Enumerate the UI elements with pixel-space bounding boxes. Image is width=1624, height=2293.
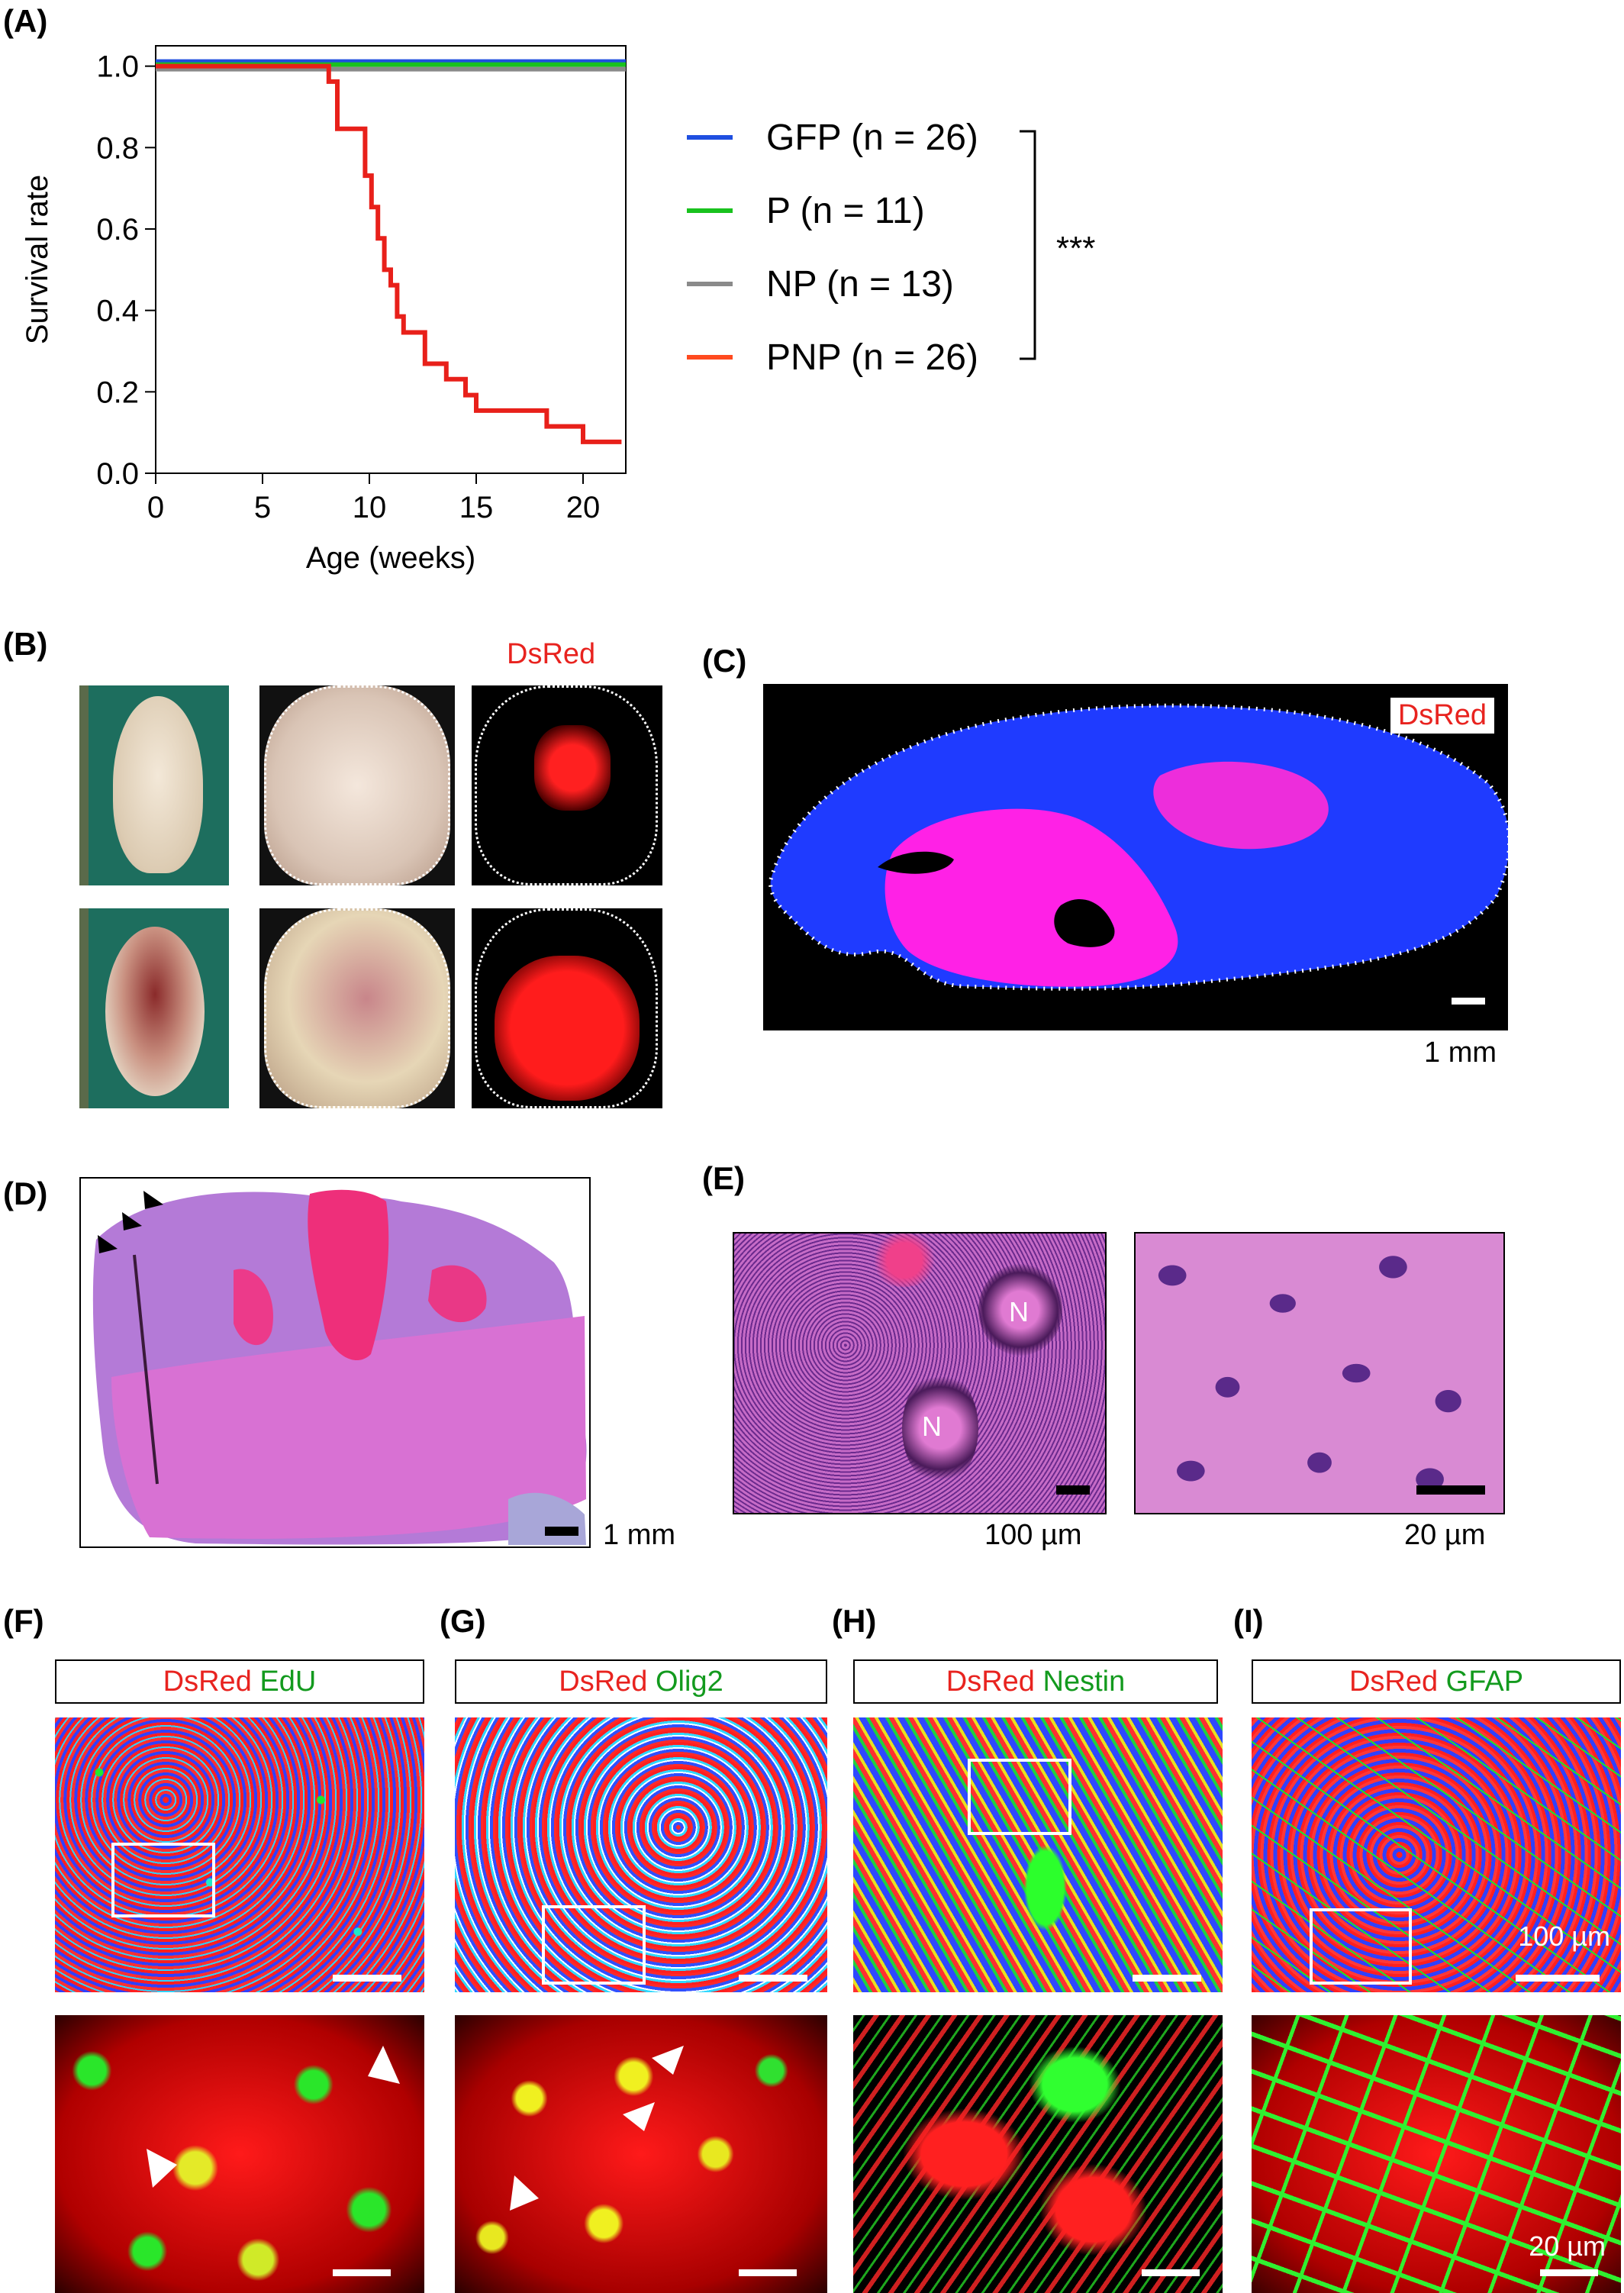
he-overview-image <box>79 1177 591 1548</box>
g-channel-label: DsRed Olig2 <box>455 1659 827 1704</box>
legend-entry: NP (n = 13) <box>766 264 954 305</box>
arrowhead-icon <box>122 1212 142 1230</box>
g-scale-bar-top <box>739 1975 807 1982</box>
d-scale-bar <box>545 1527 578 1536</box>
h-scale-bar-top <box>1133 1975 1201 1982</box>
d-arrowheads <box>98 1191 163 1253</box>
significance-bracket <box>1020 130 1036 360</box>
x-tick-label: 0 <box>147 491 164 524</box>
f-scale-bar-top <box>333 1975 401 1982</box>
b-dsred-label: DsRed <box>507 638 596 670</box>
dsred-fluorescence-2 <box>472 908 662 1108</box>
h-red-channel: DsRed <box>946 1666 1035 1698</box>
i-scale-bar-bottom <box>1540 2269 1598 2276</box>
c-scale-label: 1 mm <box>1424 1037 1497 1069</box>
i-channel-label: DsRed GFAP <box>1252 1659 1621 1704</box>
h-channel-label: DsRed Nestin <box>853 1659 1218 1704</box>
d-scale-label: 1 mm <box>603 1519 675 1551</box>
f-scale-bar-bottom <box>333 2269 391 2276</box>
panel-label-a: (A) <box>3 3 48 39</box>
i-green-channel: GFAP <box>1445 1666 1524 1698</box>
f-red-channel: DsRed <box>163 1666 252 1698</box>
he-necrosis-image: N N <box>733 1232 1107 1514</box>
y-axis-label: Survival rate <box>21 175 54 344</box>
arrowhead-icon <box>368 2046 400 2084</box>
y-tick-label: 1.0 <box>96 50 139 84</box>
x-tick-label: 15 <box>459 491 494 524</box>
legend-entry: GFP (n = 26) <box>766 118 978 158</box>
g-fluorescence-overview <box>455 1717 827 1992</box>
f-channel-label: DsRed EdU <box>55 1659 424 1704</box>
series-line-3 <box>156 63 622 444</box>
e-scale-bar-right <box>1416 1485 1485 1495</box>
panel-label-e: (E) <box>702 1160 745 1196</box>
h-fluorescence-zoom <box>853 2015 1223 2293</box>
i-red-channel: DsRed <box>1348 1666 1439 1698</box>
necrosis-label-1: N <box>1009 1296 1029 1327</box>
arrowhead-icon <box>143 1191 163 1209</box>
h-fluorescence-overview <box>853 1717 1223 1992</box>
brain-dorsal-2 <box>259 908 455 1108</box>
dsred-fluorescence-1 <box>472 685 662 885</box>
y-tick-label: 0.2 <box>96 376 139 409</box>
arrowhead-icon <box>147 2149 177 2188</box>
necrosis-label-2: N <box>922 1411 942 1442</box>
i-zoom-box <box>1310 1908 1412 1985</box>
arrowhead-icon <box>652 2046 684 2075</box>
panel-label-b: (B) <box>3 626 48 662</box>
c-dsred-text: DsRed <box>1397 699 1487 731</box>
g-green-channel: Olig2 <box>656 1666 723 1698</box>
x-tick-label: 5 <box>254 491 271 524</box>
y-tick-label: 0.4 <box>96 295 139 328</box>
brain-photo-1 <box>79 685 229 885</box>
f-fluorescence-zoom <box>55 2015 424 2293</box>
h-green-channel: Nestin <box>1042 1666 1126 1698</box>
panel-label-d: (D) <box>3 1176 48 1211</box>
panel-label-f: (F) <box>3 1603 44 1639</box>
y-tick-label: 0.8 <box>96 131 139 165</box>
x-tick-label: 10 <box>353 491 387 524</box>
panel-label-c: (C) <box>702 643 747 679</box>
g-zoom-box <box>542 1905 646 1985</box>
i-scale-label-top: 100 µm <box>1518 1921 1610 1952</box>
arrowhead-icon <box>510 2175 539 2211</box>
g-arrowheads <box>510 2046 684 2211</box>
x-axis-label: Age (weeks) <box>306 541 475 575</box>
i-scale-label-bottom: 20 µm <box>1529 2230 1606 2262</box>
f-fluorescence-overview <box>55 1717 424 1992</box>
panel-label-g: (G) <box>440 1603 486 1639</box>
sagittal-section-image: DsRed <box>763 684 1508 1030</box>
f-arrowheads <box>147 2046 400 2188</box>
g-fluorescence-zoom <box>455 2015 827 2293</box>
he-cellular-image <box>1134 1232 1505 1514</box>
legend-entry: P (n = 11) <box>766 191 925 231</box>
brain-photo-2 <box>79 908 229 1108</box>
c-dsred-badge: DsRed <box>1390 698 1494 734</box>
y-tick-label: 0.6 <box>96 213 139 247</box>
survival-chart: 0 5 10 15 20 0.0 0.2 0.4 0.6 0.8 1.0 Age (weeks) Sur… <box>21 45 1095 575</box>
plot-frame <box>155 45 627 474</box>
x-tick-label: 20 <box>566 491 601 524</box>
legend-entry: PNP (n = 26) <box>766 337 978 378</box>
i-fluorescence-zoom: 20 µm <box>1252 2015 1621 2293</box>
arrowhead-icon <box>98 1235 118 1253</box>
y-tick-label: 0.0 <box>96 457 139 491</box>
e-scale-label-right: 20 µm <box>1404 1519 1486 1551</box>
h-scale-bar-bottom <box>1142 2269 1200 2276</box>
f-zoom-box <box>111 1843 215 1917</box>
arrowhead-icon <box>623 2102 655 2131</box>
panel-label-i: (I) <box>1233 1603 1264 1639</box>
significance-stars: *** <box>1056 230 1095 267</box>
c-scale-bar <box>1452 998 1485 1005</box>
i-fluorescence-overview: 100 µm <box>1252 1717 1621 1992</box>
e-scale-label-left: 100 µm <box>984 1519 1082 1551</box>
brain-dorsal-1 <box>259 685 455 885</box>
panel-label-h: (H) <box>832 1603 877 1639</box>
g-red-channel: DsRed <box>559 1666 648 1698</box>
h-zoom-box <box>968 1759 1071 1835</box>
f-green-channel: EdU <box>259 1666 317 1698</box>
g-scale-bar-bottom <box>739 2269 797 2276</box>
e-scale-bar-left <box>1056 1485 1090 1495</box>
i-scale-bar-top <box>1516 1975 1600 1982</box>
